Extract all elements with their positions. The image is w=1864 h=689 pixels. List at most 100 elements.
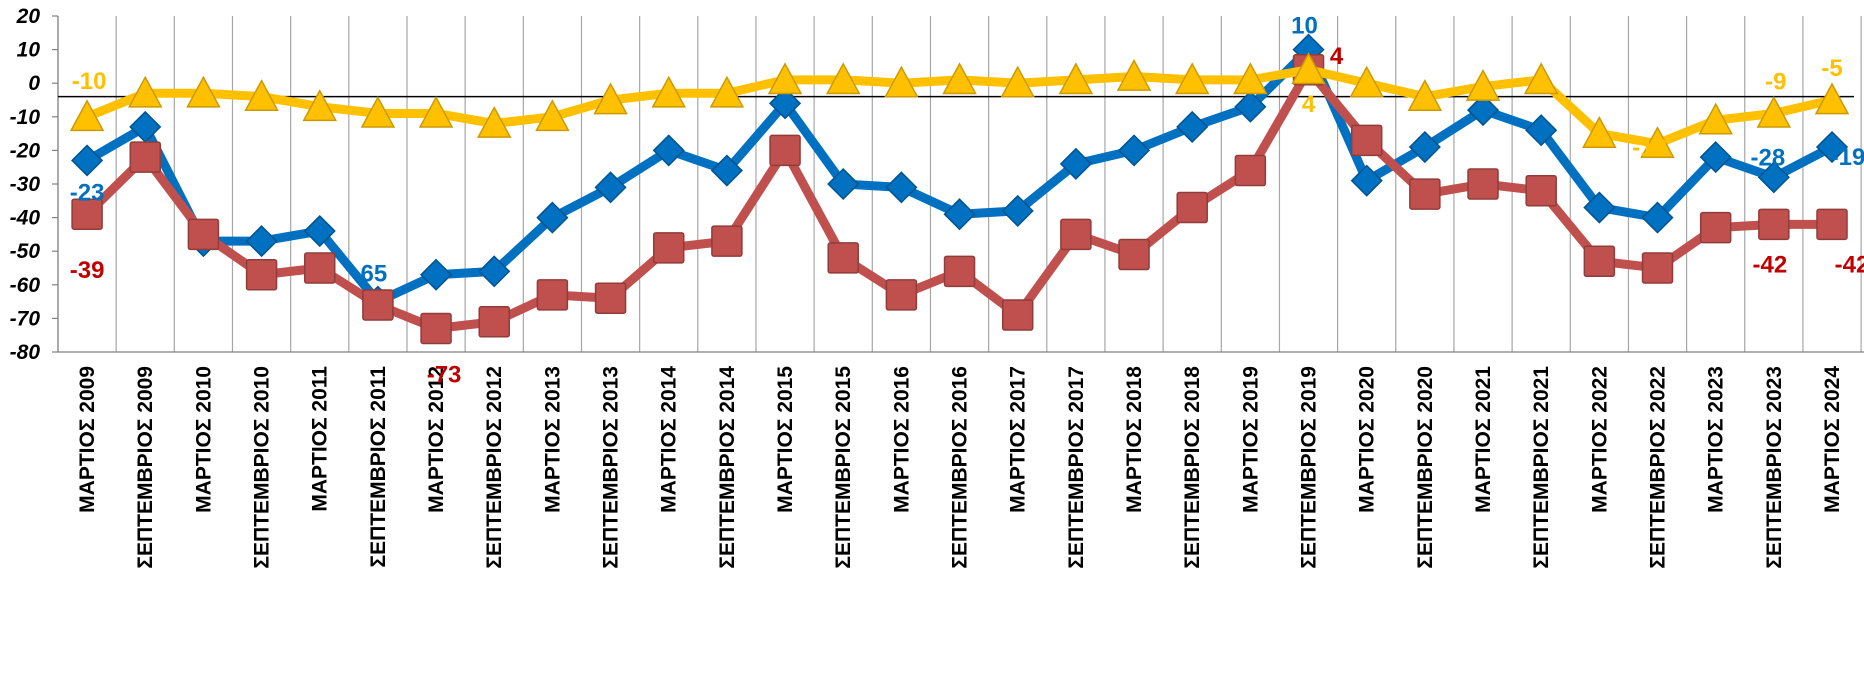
diamond-marker: [71, 144, 104, 177]
diamond-marker: [1350, 164, 1383, 197]
triangle-marker: [1523, 62, 1559, 95]
x-tick-label: ΣΕΠΤΕΜΒΡΙΟΣ 2012: [483, 366, 506, 569]
triangle-marker: [1291, 52, 1326, 85]
diamond-marker: [1234, 90, 1267, 123]
square-marker: [1001, 299, 1034, 331]
x-tick-label: ΣΕΠΤΕΜΒΡΙΟΣ 2023: [1763, 366, 1786, 569]
y-tick-label: -50: [10, 240, 41, 263]
x-tick-label: ΜΑΡΤΙΟΣ 2015: [774, 366, 797, 513]
data-label: -23: [70, 179, 105, 206]
data-label: -10: [72, 68, 107, 95]
square-marker: [1350, 124, 1383, 157]
x-tick-label: ΣΕΠΤΕΜΒΡΙΟΣ 2009: [134, 366, 157, 569]
triangle-marker: [1000, 65, 1035, 98]
triangle-marker: [942, 62, 977, 95]
diamond-marker: [1117, 134, 1151, 167]
y-tick-label: -20: [10, 139, 41, 162]
triangle-marker: [1349, 65, 1384, 98]
square-marker: [1583, 245, 1616, 278]
triangle-marker: [244, 79, 279, 111]
diamond-marker: [478, 255, 511, 288]
diamond-marker: [768, 87, 802, 120]
y-tick-label: -60: [10, 274, 41, 297]
square-marker: [1699, 211, 1732, 244]
data-label: 4: [1302, 91, 1316, 118]
diamond-marker: [303, 214, 336, 248]
diamond-marker: [1699, 141, 1732, 174]
data-labels: -23 -65 10 -28 -19 -39 -73 4 -42 -42 -10 4 -18 -9 -5: [70, 13, 1864, 389]
series-2: [69, 52, 1850, 159]
triangle-marker: [302, 89, 337, 122]
y-tick-label: 10: [17, 39, 41, 62]
triangle-marker: [476, 105, 512, 138]
x-tick-label: ΜΑΡΤΙΟΣ 2023: [1705, 366, 1728, 513]
series-1: [71, 54, 1848, 345]
square-marker: [885, 279, 918, 311]
data-label: -28: [1751, 144, 1786, 171]
triangle-marker: [1640, 126, 1675, 159]
x-tick-label: ΜΑΡΤΙΟΣ 2013: [541, 366, 564, 513]
triangle-marker: [186, 75, 221, 108]
square-marker: [1176, 191, 1208, 224]
x-tick-label: ΜΑΡΤΙΟΣ 2024: [1821, 366, 1844, 513]
x-tick-label: ΜΑΡΤΙΟΣ 2021: [1472, 366, 1495, 513]
square-marker: [187, 218, 220, 251]
x-tick-label: ΣΕΠΤΕΜΒΡΙΟΣ 2021: [1530, 366, 1553, 569]
square-marker: [1816, 208, 1848, 241]
square-marker: [1467, 168, 1499, 200]
x-tick-label: ΜΑΡΤΙΟΣ 2012: [425, 366, 448, 513]
triangle-marker: [767, 62, 803, 95]
x-axis: ΜΑΡΤΙΟΣ 2009 ΣΕΠΤΕΜΒΡΙΟΣ 2009 ΜΑΡΤΙΟΣ 2010…: [58, 351, 1864, 569]
x-tick-label: ΣΕΠΤΕΜΒΡΙΟΣ 2011: [367, 366, 390, 568]
diamond-marker: [1466, 94, 1500, 127]
square-marker: [536, 279, 569, 311]
square-marker: [1641, 252, 1674, 284]
triangle-marker: [709, 75, 745, 108]
diamond-marker: [1641, 201, 1674, 234]
triangle-marker: [593, 82, 628, 115]
y-tick-label: -40: [10, 207, 41, 230]
x-tick-label: ΣΕΠΤΕΜΒΡΙΟΣ 2016: [949, 366, 972, 569]
triangle-marker: [1058, 62, 1094, 95]
diamond-marker: [943, 198, 976, 231]
data-label: -9: [1765, 68, 1786, 95]
diamond-marker: [710, 154, 743, 187]
x-tick-label: ΣΕΠΤΕΜΒΡΙΟΣ 2017: [1065, 366, 1088, 569]
x-tick-label: ΜΑΡΤΙΟΣ 2011: [309, 366, 332, 512]
square-marker: [711, 225, 743, 257]
x-tick-label: ΜΑΡΤΙΟΣ 2016: [890, 366, 913, 513]
square-marker: [1118, 238, 1150, 271]
diamond-marker: [827, 167, 860, 201]
triangle-marker: [535, 99, 570, 132]
diamond-marker: [1815, 130, 1849, 164]
square-marker: [420, 312, 452, 345]
square-marker: [1234, 154, 1267, 187]
square-marker: [1060, 218, 1092, 251]
diamond-marker: [1525, 114, 1558, 147]
square-marker: [1409, 178, 1441, 210]
series-group: [69, 33, 1850, 345]
triangle-marker: [127, 75, 163, 108]
x-tick-label: ΜΑΡΤΙΟΣ 2010: [192, 366, 215, 513]
triangle-marker: [1582, 116, 1617, 148]
x-tick-label: ΜΑΡΤΙΟΣ 2022: [1588, 366, 1611, 513]
triangle-marker: [1233, 62, 1268, 95]
x-tick-label: ΣΕΠΤΕΜΒΡΙΟΣ 2022: [1647, 366, 1670, 569]
y-tick-label: -70: [10, 307, 41, 330]
y-tick-label: -30: [10, 173, 41, 196]
x-tick-label: ΣΕΠΤΕΜΒΡΙΟΣ 2013: [600, 366, 623, 569]
data-label: -5: [1821, 55, 1842, 82]
data-label: 4: [1330, 43, 1344, 70]
triangle-marker: [418, 95, 454, 128]
y-axis: 20 10 0 -10 -20 -30 -40 -50 -60 -70 -80: [10, 5, 59, 364]
diamond-marker: [885, 171, 918, 204]
square-marker: [362, 289, 394, 321]
triangle-marker: [1465, 68, 1501, 101]
x-tick-label: ΜΑΡΤΙΟΣ 2017: [1007, 366, 1030, 513]
triangle-marker: [651, 75, 686, 108]
data-label: -39: [70, 257, 105, 284]
square-marker: [245, 258, 278, 291]
diamond-marker: [1176, 110, 1209, 143]
x-tick-label: ΜΑΡΤΙΟΣ 2009: [76, 366, 99, 513]
